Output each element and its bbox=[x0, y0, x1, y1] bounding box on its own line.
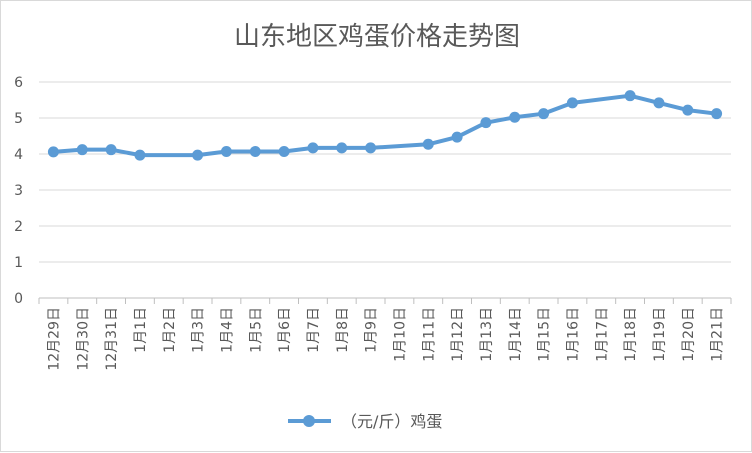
y-tick-label: 6 bbox=[14, 75, 23, 91]
x-tick-label: 1月13日 bbox=[479, 307, 495, 362]
x-tick-label: 12月31日 bbox=[104, 307, 120, 371]
x-tick-label: 1月18日 bbox=[623, 307, 639, 362]
data-point[interactable] bbox=[192, 149, 204, 161]
data-point[interactable] bbox=[509, 111, 521, 123]
x-tick-label: 1月8日 bbox=[335, 307, 351, 353]
x-tick-label: 1月7日 bbox=[306, 307, 322, 353]
x-tick-label: 1月3日 bbox=[191, 307, 207, 353]
legend[interactable]: （元/斤）鸡蛋 bbox=[288, 412, 442, 431]
x-tick-label: 1月15日 bbox=[537, 307, 553, 362]
series-line bbox=[47, 90, 723, 161]
x-tick-label: 12月30日 bbox=[75, 307, 91, 371]
data-point[interactable] bbox=[422, 138, 434, 150]
x-tick-label: 12月29日 bbox=[46, 307, 62, 371]
x-tick-label: 1月16日 bbox=[565, 307, 581, 362]
data-point[interactable] bbox=[249, 145, 261, 157]
data-point[interactable] bbox=[451, 131, 463, 143]
legend-label: （元/斤）鸡蛋 bbox=[341, 412, 442, 431]
x-tick-label: 1月5日 bbox=[248, 307, 264, 353]
x-tick-label: 1月2日 bbox=[162, 307, 178, 353]
x-tick-label: 1月12日 bbox=[450, 307, 466, 362]
data-point[interactable] bbox=[711, 108, 723, 120]
data-point[interactable] bbox=[566, 97, 578, 109]
x-tick-label: 1月14日 bbox=[508, 307, 524, 362]
data-point[interactable] bbox=[134, 149, 146, 161]
x-tick-label: 1月4日 bbox=[219, 307, 235, 353]
data-point[interactable] bbox=[105, 144, 117, 156]
data-point[interactable] bbox=[47, 146, 59, 158]
data-point[interactable] bbox=[220, 145, 232, 157]
data-point[interactable] bbox=[336, 142, 348, 154]
y-tick-label: 0 bbox=[14, 291, 23, 307]
x-tick-label: 1月10日 bbox=[392, 307, 408, 362]
x-tick-label: 1月6日 bbox=[277, 307, 293, 353]
data-point[interactable] bbox=[76, 144, 88, 156]
data-point[interactable] bbox=[307, 142, 319, 154]
data-point[interactable] bbox=[480, 117, 492, 129]
x-tick-label: 1月19日 bbox=[652, 307, 668, 362]
data-point[interactable] bbox=[653, 97, 665, 109]
legend-marker bbox=[303, 415, 315, 427]
y-tick-label: 1 bbox=[14, 255, 23, 271]
y-axis: 0 1 2 3 4 5 6 bbox=[14, 75, 23, 307]
x-axis: 12月29日 12月30日 12月31日 1月1日 1月2日 1月3日 1月4日 1月5日 1月… bbox=[38, 298, 732, 371]
x-tick-label: 1月20日 bbox=[681, 307, 697, 362]
chart-title: 山东地区鸡蛋价格走势图 bbox=[234, 22, 520, 52]
x-tick-label: 1月9日 bbox=[364, 307, 380, 353]
y-tick-label: 4 bbox=[14, 147, 23, 163]
series-line-path bbox=[53, 93, 717, 158]
y-tick-label: 3 bbox=[14, 183, 23, 199]
gridlines bbox=[39, 81, 731, 299]
data-point[interactable] bbox=[682, 104, 694, 116]
x-tick-label: 1月21日 bbox=[710, 307, 726, 362]
data-point[interactable] bbox=[365, 142, 377, 154]
x-tick-label: 1月11日 bbox=[421, 307, 437, 362]
data-point[interactable] bbox=[538, 108, 550, 120]
y-tick-label: 2 bbox=[14, 219, 23, 235]
y-tick-label: 5 bbox=[14, 111, 23, 127]
data-point[interactable] bbox=[624, 90, 636, 102]
x-tick-label: 1月1日 bbox=[133, 307, 149, 353]
data-point[interactable] bbox=[278, 145, 290, 157]
x-tick-label: 1月17日 bbox=[594, 307, 610, 362]
